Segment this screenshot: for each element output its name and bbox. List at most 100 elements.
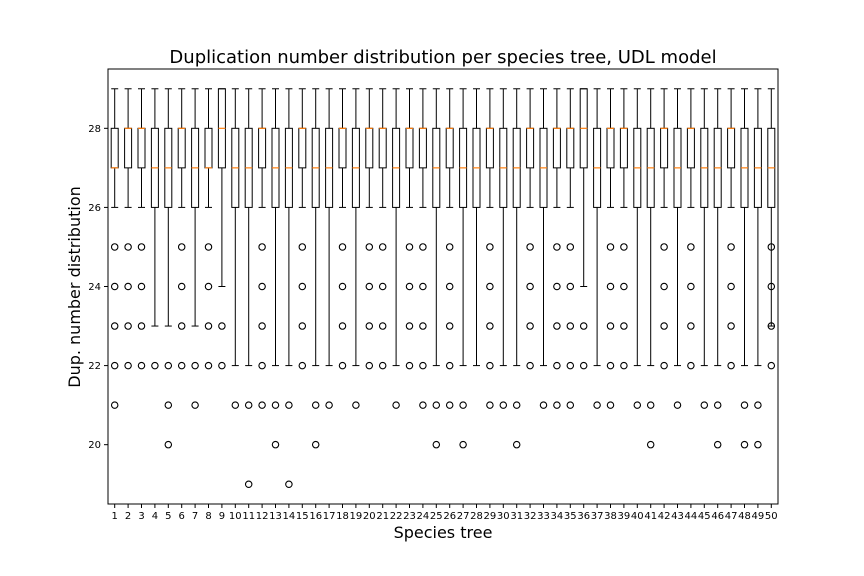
box [177, 127, 186, 169]
outlier-point [419, 401, 427, 409]
outlier-point [687, 322, 695, 330]
outlier-point [110, 243, 119, 251]
outlier-point [767, 322, 776, 330]
outlier-point [566, 243, 575, 251]
outlier-point [258, 361, 266, 370]
outlier-point [378, 361, 387, 370]
box-group [740, 88, 749, 449]
outlier-point [218, 361, 226, 370]
box-group [231, 88, 240, 409]
box-group [472, 88, 481, 367]
outlier-point [419, 282, 427, 291]
outlier-point [258, 243, 266, 251]
x-tick-label: 43 [671, 511, 684, 522]
y-tick-label: 28 [88, 124, 101, 135]
x-tick-label: 26 [443, 511, 456, 522]
outlier-point [365, 243, 374, 251]
chart-title: Duplication number distribution per spec… [169, 47, 716, 68]
outlier-point [244, 480, 253, 488]
outlier-point [727, 243, 735, 251]
outlier-point [151, 361, 159, 370]
outlier-point [727, 361, 735, 370]
box-group [700, 88, 709, 409]
x-tick-label: 23 [403, 511, 416, 522]
box-group [753, 88, 762, 449]
x-tick-label: 4 [152, 511, 158, 522]
outlier-point [405, 243, 414, 251]
outlier-point [553, 361, 561, 370]
outlier-point [311, 440, 320, 449]
outlier-point [700, 401, 709, 409]
x-tick-label: 13 [269, 511, 282, 522]
outlier-point [164, 361, 173, 370]
box-group [686, 88, 695, 370]
x-tick-label: 15 [296, 511, 309, 522]
box-group [365, 88, 374, 370]
x-tick-label: 29 [484, 511, 497, 522]
box [338, 127, 347, 169]
outlier-point [740, 401, 749, 409]
outlier-point [432, 440, 441, 449]
x-tick-label: 49 [752, 511, 765, 522]
outlier-point [553, 322, 561, 330]
x-tick-label: 48 [738, 511, 751, 522]
box-group [646, 88, 655, 449]
box [660, 127, 669, 169]
box-group [378, 88, 387, 370]
outlier-point [740, 440, 749, 449]
outlier-point [405, 361, 414, 370]
box-group [164, 88, 173, 449]
box [204, 127, 213, 169]
x-tick-label: 30 [497, 511, 510, 522]
outlier-point [553, 282, 561, 291]
x-tick-label: 25 [430, 511, 443, 522]
outlier-point [124, 361, 132, 370]
box [405, 127, 414, 169]
x-tick-label: 21 [376, 511, 389, 522]
outlier-point [365, 282, 374, 291]
box-group [485, 88, 494, 409]
box-group [124, 88, 133, 370]
outlier-point [499, 401, 508, 409]
outlier-point [526, 322, 534, 330]
box-group [258, 88, 267, 409]
outlier-point [512, 401, 521, 409]
x-tick-label: 19 [350, 511, 363, 522]
box-group [204, 88, 213, 370]
outlier-point [727, 282, 735, 291]
x-tick-label: 24 [417, 511, 430, 522]
outlier-point [110, 322, 119, 330]
outlier-point [137, 322, 146, 330]
box-group [191, 88, 200, 409]
outlier-point [633, 401, 642, 409]
box-group [579, 88, 588, 370]
outlier-point [231, 401, 240, 409]
boxes-layer [110, 88, 776, 488]
box-group [552, 88, 561, 409]
outlier-point [660, 322, 668, 330]
x-tick-label: 6 [179, 511, 185, 522]
outlier-point [660, 243, 668, 251]
box [727, 127, 736, 169]
outlier-point [271, 440, 280, 449]
outlier-point [164, 401, 173, 409]
outlier-point [660, 282, 668, 291]
outlier-point [325, 401, 333, 409]
x-tick-label: 2 [125, 511, 131, 522]
x-tick-label: 47 [725, 511, 738, 522]
outlier-point [566, 401, 575, 409]
outlier-point [338, 243, 347, 251]
outlier-point [204, 282, 213, 291]
box-group [110, 88, 119, 409]
box [110, 127, 119, 169]
y-tick-label: 20 [88, 440, 101, 451]
outlier-point [606, 282, 615, 291]
outlier-point [298, 322, 307, 330]
outlier-point [432, 401, 441, 409]
outlier-point [298, 243, 307, 251]
x-tick-label: 9 [219, 511, 225, 522]
outlier-point [526, 243, 534, 251]
x-tick-label: 28 [470, 511, 483, 522]
outlier-point [405, 322, 414, 330]
x-tick-label: 34 [551, 511, 564, 522]
